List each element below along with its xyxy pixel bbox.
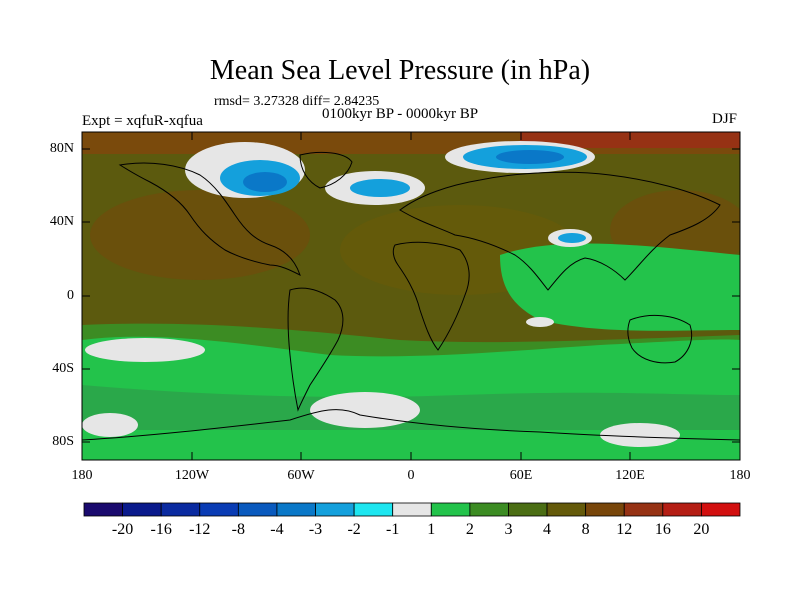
colorbar-label: -8 bbox=[231, 521, 245, 538]
colorbar-label: 1 bbox=[427, 521, 436, 538]
coast-eurasia bbox=[399, 171, 721, 291]
field-antarctic-white-1 bbox=[310, 392, 420, 428]
colorbar-swatch bbox=[392, 502, 432, 517]
colorbar-swatch bbox=[83, 502, 123, 517]
lat-ticks bbox=[82, 148, 740, 443]
field-antarctic-white-3 bbox=[82, 413, 138, 437]
colorbar-swatch bbox=[662, 502, 702, 517]
coast-north-america bbox=[118, 162, 301, 276]
lon-label-180e: 180 bbox=[729, 468, 751, 483]
lon-ticks bbox=[81, 132, 631, 460]
field-siberia-low-core bbox=[496, 150, 564, 164]
lat-label-80n: 80N bbox=[49, 141, 74, 156]
coast-africa bbox=[392, 241, 470, 351]
colorbar-swatch bbox=[585, 502, 625, 517]
colorbar-swatch bbox=[122, 502, 162, 517]
figure-title: Mean Sea Level Pressure (in hPa) bbox=[209, 55, 591, 86]
colorbar-swatch bbox=[469, 502, 509, 517]
coast-greenland bbox=[299, 151, 353, 189]
colorbar-label: 20 bbox=[693, 521, 710, 538]
field-atlantic-low bbox=[350, 179, 410, 197]
colorbar-label: 2 bbox=[465, 521, 474, 538]
colorbar-label: -3 bbox=[308, 521, 323, 538]
pressure-field bbox=[82, 132, 740, 460]
colorbar-swatch bbox=[276, 502, 316, 517]
colorbar-swatch bbox=[430, 502, 471, 517]
colorbar-label: -20 bbox=[111, 521, 134, 538]
field-antarctic-white-2 bbox=[600, 423, 680, 447]
coast-south-america bbox=[287, 287, 344, 412]
lat-label-40n: 40N bbox=[49, 214, 74, 229]
experiment-label: Expt = xqfuR-xqfua bbox=[82, 113, 203, 129]
coast-antarctica bbox=[82, 409, 740, 441]
colorbar-swatch bbox=[315, 502, 355, 517]
lat-label-0: 0 bbox=[67, 288, 74, 303]
lon-label-60w: 60W bbox=[287, 468, 315, 483]
colorbar-swatch bbox=[353, 502, 394, 517]
season-label: DJF bbox=[712, 111, 738, 127]
colorbar-swatch bbox=[701, 502, 741, 517]
colorbar-label: -12 bbox=[189, 521, 211, 538]
colorbar bbox=[83, 502, 741, 517]
colorbar-swatch bbox=[199, 502, 239, 517]
lon-label-120w: 120W bbox=[174, 468, 210, 483]
colorbar-swatch bbox=[237, 502, 278, 517]
field-indian-white bbox=[526, 317, 554, 327]
field-indian-ocean-green bbox=[500, 243, 740, 331]
lon-label-60e: 60E bbox=[509, 468, 533, 483]
lon-label-120e: 120E bbox=[615, 468, 645, 483]
lat-label-40s: 40S bbox=[52, 361, 74, 376]
lon-label-180w: 180 bbox=[71, 468, 93, 483]
colorbar-label: -4 bbox=[270, 521, 284, 538]
field-npacific bbox=[90, 190, 310, 280]
stats-text: rmsd= 3.27328 diff= 2.84235 bbox=[214, 94, 380, 109]
field-canada-low-core bbox=[243, 172, 287, 192]
colorbar-swatch bbox=[160, 502, 201, 517]
colorbar-label: -1 bbox=[386, 521, 400, 538]
colorbar-swatch bbox=[546, 502, 587, 517]
field-tibet-low bbox=[558, 233, 586, 243]
period-text: 0100kyr BP - 0000kyr BP bbox=[322, 106, 479, 122]
lon-label-0: 0 bbox=[407, 468, 415, 483]
colorbar-label: 3 bbox=[504, 521, 513, 538]
colorbar-label: -16 bbox=[150, 521, 172, 538]
colorbar-label: 12 bbox=[616, 521, 633, 538]
colorbar-label: 16 bbox=[654, 521, 671, 538]
coastlines bbox=[82, 151, 740, 441]
coast-australia bbox=[627, 315, 693, 364]
colorbar-label: 8 bbox=[581, 521, 590, 538]
colorbar-label: -2 bbox=[347, 521, 361, 538]
colorbar-swatch bbox=[623, 502, 664, 517]
colorbar-label: 4 bbox=[543, 521, 552, 538]
lat-label-80s: 80S bbox=[52, 434, 74, 449]
colorbar-swatch bbox=[508, 502, 548, 517]
field-spacific-white bbox=[85, 338, 205, 362]
